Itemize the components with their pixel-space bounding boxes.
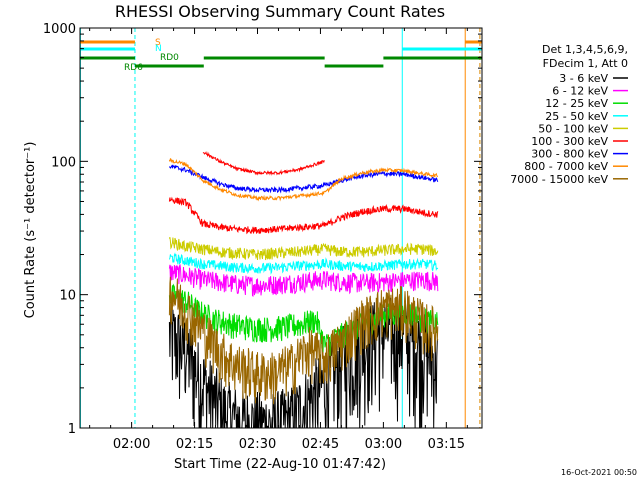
series-line-5 (168, 196, 439, 235)
y-tick-label-3: 1000 (43, 22, 76, 37)
legend-label-4: 50 - 100 keV (538, 122, 608, 135)
series-line-0 (168, 297, 439, 430)
y-tick-label-0: 1 (68, 422, 76, 437)
y-tick-label-2: 100 (51, 155, 76, 170)
y-axis-label: Count Rate (s⁻¹ detector⁻¹) (23, 142, 38, 319)
flag-label-rd6: RD6 (124, 63, 143, 73)
flag-label-rd0: RD0 (160, 53, 179, 63)
legend: Det 1,3,4,5,6,9,FDecim 1, Att 0 3 - 6 keV… (510, 43, 628, 186)
y-tick-label-1: 10 (59, 289, 76, 304)
series-line-1 (168, 264, 439, 297)
axes: 02:00 02:15 02:30 02:45 03:00 03:15 1 10 100 1000 (43, 22, 482, 452)
legend-label-2: 12 - 25 keV (545, 97, 608, 110)
legend-label-7: 800 - 7000 keV (524, 160, 608, 173)
footer-timestamp: 16-Oct-2021 00:50 (561, 468, 637, 477)
legend-header-line-0: Det 1,3,4,5,6,9, (542, 43, 628, 56)
x-tick-label-2: 02:30 (239, 437, 276, 452)
series-line-8 (168, 276, 439, 405)
flag-label-n: N (155, 44, 162, 54)
chart-title: RHESSI Observing Summary Count Rates (115, 2, 445, 21)
x-tick-label-1: 02:15 (176, 437, 213, 452)
flag-label-s: S (155, 38, 161, 48)
series-line-red-overlay (202, 151, 325, 176)
series-line-6 (168, 164, 439, 194)
x-tick-label-3: 02:45 (302, 437, 339, 452)
legend-label-6: 300 - 800 keV (531, 148, 608, 161)
series-line-2 (168, 283, 439, 356)
legend-label-0: 3 - 6 keV (559, 72, 608, 85)
x-tick-label-4: 03:00 (365, 437, 402, 452)
legend-label-3: 25 - 50 keV (545, 110, 608, 123)
legend-label-5: 100 - 300 keV (531, 135, 608, 148)
series-line-4 (168, 237, 439, 261)
series-line-7 (168, 158, 439, 202)
legend-header-line-1: FDecim 1, Att 0 (543, 57, 628, 70)
series-line-3 (168, 252, 439, 275)
plot-frame (79, 27, 483, 429)
x-axis-label: Start Time (22-Aug-10 01:47:42) (174, 457, 386, 472)
legend-label-1: 6 - 12 keV (552, 85, 608, 98)
x-tick-label-0: 02:00 (113, 437, 150, 452)
x-tick-label-5: 03:15 (428, 437, 465, 452)
legend-label-8: 7000 - 15000 keV (510, 173, 608, 186)
